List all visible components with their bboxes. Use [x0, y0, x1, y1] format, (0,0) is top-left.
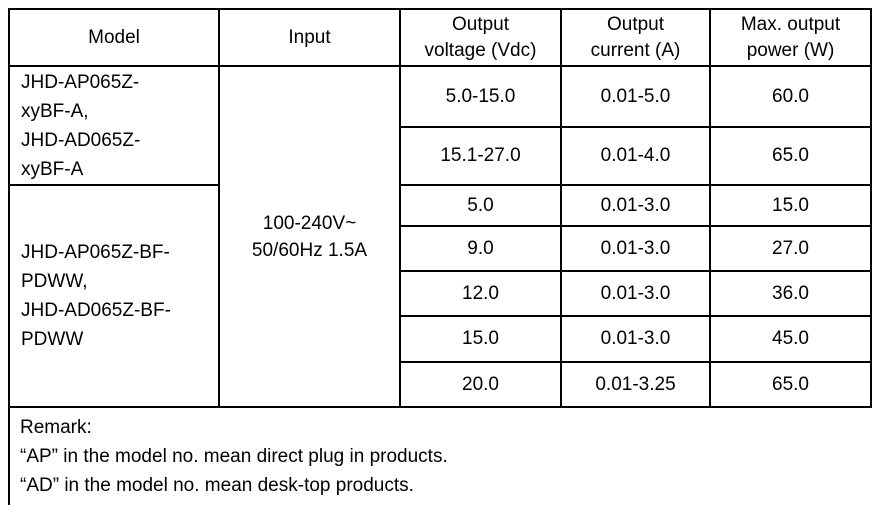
table-row: 12.0 0.01-3.0 36.0 [9, 270, 872, 317]
power-cell-r7: 65.0 [709, 361, 872, 408]
current-cell-r4: 0.01-3.0 [560, 225, 711, 272]
voltage-cell-r7: 20.0 [399, 361, 562, 408]
power-cell-r2: 65.0 [709, 126, 872, 186]
current-cell-r1: 0.01-5.0 [560, 65, 711, 128]
table-row: 9.0 0.01-3.0 27.0 [9, 225, 872, 272]
power-cell-r1: 60.0 [709, 65, 872, 128]
remark-line-ad: “AD” in the model no. mean desk-top prod… [20, 475, 414, 496]
input-cell: 100-240V~ 50/60Hz 1.5A [218, 65, 401, 408]
remark-row: Remark: “AP” in the model no. mean direc… [8, 406, 871, 505]
remark-line-ap: “AP” in the model no. mean direct plug i… [20, 446, 448, 467]
header-row: Model Input Output voltage (Vdc) Output … [8, 8, 872, 67]
power-cell-r6: 45.0 [709, 315, 872, 363]
remark-title: Remark: [20, 417, 92, 438]
table-row: 15.0 0.01-3.0 45.0 [9, 315, 872, 363]
power-cell-r5: 36.0 [709, 270, 872, 317]
voltage-cell-r5: 12.0 [399, 270, 562, 317]
current-cell-r6: 0.01-3.0 [560, 315, 711, 363]
voltage-cell-r4: 9.0 [399, 225, 562, 272]
voltage-cell-r3: 5.0 [399, 184, 562, 227]
power-cell-r3: 15.0 [709, 184, 872, 227]
model-group-1-cell: JHD-AP065Z- xyBF-A, JHD-AD065Z- xyBF-A [8, 65, 220, 186]
current-cell-r3: 0.01-3.0 [560, 184, 711, 227]
col-header-output-voltage: Output voltage (Vdc) [399, 8, 562, 67]
col-header-input: Input [218, 8, 401, 67]
col-header-output-current: Output current (A) [560, 8, 711, 67]
model-group-2-cell: JHD-AP065Z-BF- PDWW, JHD-AD065Z-BF- PDWW [8, 184, 220, 408]
table-row: JHD-AP065Z- xyBF-A, JHD-AD065Z- xyBF-A 1… [8, 65, 872, 408]
table-row: JHD-AP065Z-BF- PDWW, JHD-AD065Z-BF- PDWW… [8, 184, 872, 408]
current-cell-r5: 0.01-3.0 [560, 270, 711, 317]
current-cell-r7: 0.01-3.25 [560, 361, 711, 408]
voltage-cell-r1: 5.0-15.0 [399, 65, 562, 128]
remark-cell: Remark: “AP” in the model no. mean direc… [8, 406, 871, 505]
voltage-cell-r2: 15.1-27.0 [399, 126, 562, 186]
col-header-max-output-power: Max. output power (W) [709, 8, 872, 67]
voltage-cell-r6: 15.0 [399, 315, 562, 363]
current-cell-r2: 0.01-4.0 [560, 126, 711, 186]
power-cell-r4: 27.0 [709, 225, 872, 272]
table-row: 20.0 0.01-3.25 65.0 [9, 361, 872, 408]
power-spec-table: Model Input Output voltage (Vdc) Output … [8, 8, 872, 505]
col-header-model: Model [8, 8, 220, 67]
table-row: 15.1-27.0 0.01-4.0 65.0 [9, 126, 872, 186]
